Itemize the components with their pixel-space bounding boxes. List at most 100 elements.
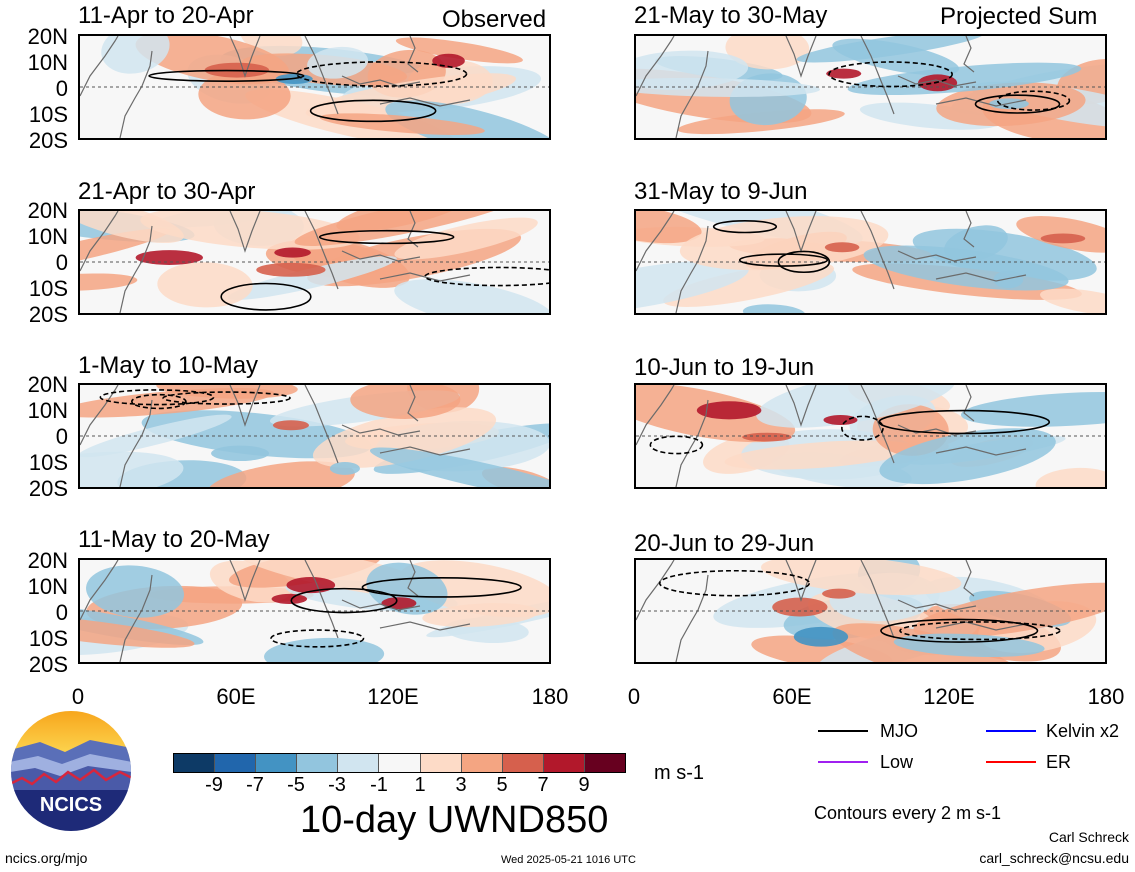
lat-tick: 20S	[28, 652, 68, 677]
coastline	[897, 250, 977, 262]
colorbar-label: -7	[246, 774, 264, 796]
lat-tick: 0	[55, 600, 68, 625]
panel-title-6: 31-May to 9-Jun	[634, 178, 808, 205]
anomaly-region	[369, 447, 549, 487]
colorbar-label: 7	[537, 774, 549, 796]
anomaly-region	[307, 46, 369, 79]
lat-tick: 20N	[27, 24, 68, 49]
anomaly-core	[271, 593, 308, 604]
colorbar	[173, 753, 626, 773]
legend-label-kelvin: Kelvin x2	[1046, 721, 1120, 741]
observed-header: Observed	[442, 6, 547, 33]
anomaly-region	[394, 217, 538, 260]
coastline	[785, 560, 817, 602]
lon-tick: 0	[627, 684, 641, 709]
coastline	[80, 385, 119, 446]
map-panel-5	[634, 34, 1107, 140]
legend-label-er: ER	[1046, 752, 1072, 772]
lat-tick: 10S	[28, 102, 68, 127]
lon-tick: 60E	[216, 684, 256, 709]
lat-tick: 20N	[27, 548, 68, 573]
coastline	[119, 50, 153, 138]
anomaly-region	[157, 262, 253, 308]
colorbar-label: 3	[455, 774, 467, 796]
anomaly-region	[679, 216, 889, 271]
mjo-contour	[649, 435, 704, 455]
lat-tick: 10N	[27, 574, 68, 599]
anomaly-region	[80, 273, 138, 291]
colorbar-label: -9	[205, 774, 223, 796]
mjo-contour	[738, 253, 829, 267]
anomaly-region	[395, 37, 523, 64]
anomaly-region	[336, 211, 472, 232]
anomaly-region	[879, 428, 1056, 485]
mjo-contour	[309, 99, 437, 123]
panel-title-1: 11-Apr to 20-Apr	[78, 2, 254, 29]
anomaly-region	[227, 256, 397, 301]
coastline	[963, 211, 975, 248]
lat-tick: 10N	[27, 398, 68, 423]
map-panel-2	[78, 209, 551, 315]
mjo-contour	[974, 94, 1061, 114]
coastline	[897, 599, 977, 611]
site-link[interactable]: ncics.org/mjo	[5, 850, 88, 866]
coastline	[897, 75, 977, 87]
anomaly-core	[211, 445, 270, 462]
variable-title: 10-day UWND850	[300, 799, 609, 841]
author-email[interactable]: carl_schreck@ncsu.edu	[979, 850, 1129, 866]
anomaly-region	[350, 385, 461, 419]
legend-swatch-er	[986, 761, 1036, 763]
coastline	[407, 36, 419, 73]
anomaly-core	[993, 270, 1024, 289]
coastline	[636, 385, 675, 446]
coastline	[341, 424, 421, 436]
mjo-contour	[148, 69, 305, 82]
anomaly-region	[636, 77, 820, 97]
coastline	[379, 446, 471, 456]
coastline	[229, 560, 261, 602]
panel-title-2: 21-Apr to 30-Apr	[78, 178, 256, 205]
anomaly-region	[663, 262, 835, 307]
legend-label-mjo: MJO	[880, 721, 918, 741]
colorbar-cell	[378, 754, 420, 772]
coastline	[935, 621, 1027, 631]
coastline	[963, 560, 975, 597]
anomaly-region	[912, 228, 1097, 281]
anomaly-core	[135, 250, 203, 265]
mjo-contour	[996, 90, 1071, 111]
ncics-logo: NCICS	[10, 710, 132, 832]
colorbar-label: -5	[287, 774, 305, 796]
coastline	[119, 399, 153, 487]
anomaly-region	[101, 36, 170, 74]
coastline	[407, 385, 419, 422]
lat-tick: 20S	[28, 302, 68, 327]
anomaly-core	[772, 597, 828, 617]
mjo-contour	[712, 219, 778, 234]
coastline	[636, 560, 675, 621]
anomaly-region	[394, 279, 549, 313]
anomaly-region	[80, 414, 232, 458]
anomaly-region	[319, 113, 485, 135]
map-panel-3	[78, 383, 551, 489]
panel-title-8: 20-Jun to 29-Jun	[634, 530, 815, 557]
anomaly-core	[742, 432, 792, 442]
coastline	[229, 385, 261, 427]
projected-header: Projected Sum	[940, 3, 1098, 30]
coastline	[229, 36, 261, 78]
anomaly-region	[264, 637, 385, 662]
coastline	[963, 36, 975, 73]
colorbar-label: 1	[414, 774, 426, 796]
lon-tick: 60E	[772, 684, 812, 709]
legend-swatch-kelvin	[986, 730, 1036, 732]
panel-title-3: 1-May to 10-May	[78, 352, 259, 379]
legend-swatch-mjo	[818, 730, 868, 732]
mjo-contour	[318, 229, 455, 245]
anomaly-core	[793, 626, 849, 647]
anomaly-core	[1040, 233, 1086, 244]
coastline	[935, 446, 1027, 456]
lat-tick: 10S	[28, 450, 68, 475]
lat-tick: 20N	[27, 372, 68, 397]
anomaly-core	[824, 242, 860, 253]
coastline	[379, 272, 471, 282]
anomaly-region	[960, 391, 1105, 427]
